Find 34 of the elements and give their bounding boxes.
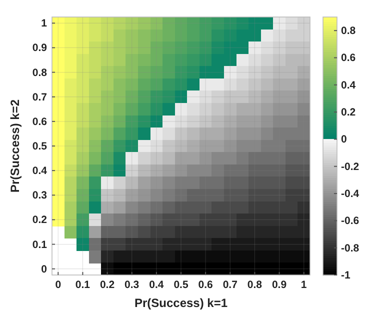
y-tick-label: 0.2 [32,214,48,226]
x-tick-label: 0 [55,279,62,291]
y-tick-label: 0 [41,263,48,276]
x-tick-label: 0.6 [198,279,214,291]
x-axis-title: Pr(Success) k=1 [134,296,228,310]
y-tick-label: 0.9 [32,42,48,54]
x-tick-label: 0.8 [247,279,262,291]
color-bar-label: 0.6 [341,52,356,64]
y-tick-label: 0.7 [32,91,48,104]
y-tick-label: 0.3 [32,190,48,202]
y-tick-label: 0.5 [32,140,48,152]
color-bar-label: -0.4 [341,188,360,200]
color-bar-label: -0.2 [341,160,360,173]
color-bar-label: 0 [341,134,347,146]
x-tick-label: 0.2 [100,279,115,291]
y-tick-label: 0.1 [32,238,48,251]
y-tick-label: 0.6 [32,116,48,128]
x-tick-label: 0.3 [124,279,140,291]
x-tick-label: 0.9 [272,279,287,291]
y-tick-label: 0.4 [32,165,48,178]
x-tick-label: 0.1 [75,279,90,291]
x-tick-label: 1 [300,279,307,291]
color-bar-label: 0.2 [341,106,356,119]
y-tick-label: 1 [41,18,48,30]
color-bar-label: -0.6 [341,215,360,228]
y-axis-title: Pr(Success) k=2 [8,99,22,193]
color-bar-label: 0.8 [341,25,356,38]
x-tick-label: 0.5 [174,279,188,291]
color-bar-label: -0.8 [341,242,360,254]
color-bar-label: 0.4 [341,79,356,92]
y-tick-label: 0.8 [32,66,48,79]
color-bar-label: -1 [341,270,350,282]
x-tick-label: 0.7 [222,279,238,291]
x-tick-label: 0.4 [149,279,164,291]
